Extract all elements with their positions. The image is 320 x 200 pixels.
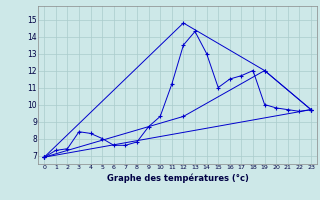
X-axis label: Graphe des températures (°c): Graphe des températures (°c) [107, 173, 249, 183]
